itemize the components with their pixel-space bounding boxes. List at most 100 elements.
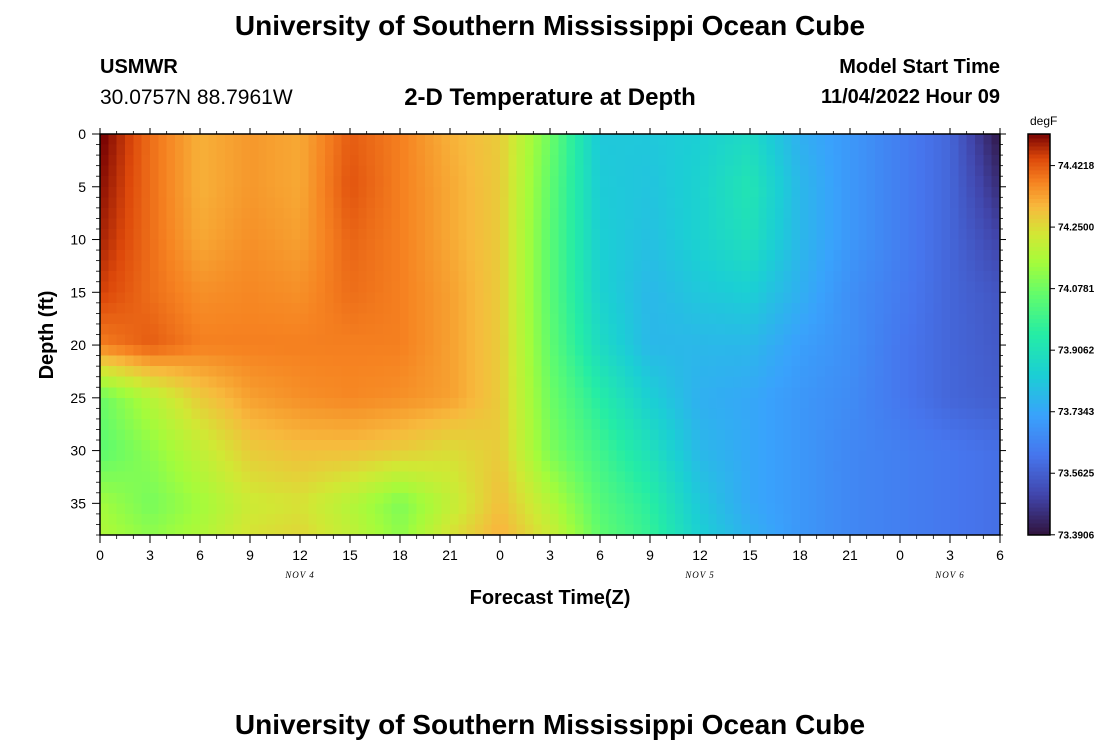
colorbar-swatch bbox=[1028, 414, 1050, 420]
heatmap-cell bbox=[958, 471, 968, 483]
heatmap-cell bbox=[891, 429, 901, 441]
heatmap-cell bbox=[858, 250, 868, 262]
heatmap-cell bbox=[708, 197, 718, 209]
heatmap-cell bbox=[725, 450, 734, 462]
heatmap-cell bbox=[333, 197, 343, 209]
heatmap-cell bbox=[850, 134, 859, 146]
heatmap-cell bbox=[633, 429, 643, 441]
heatmap-cell bbox=[200, 281, 209, 293]
heatmap-cell bbox=[150, 334, 159, 346]
heatmap-cell bbox=[458, 345, 468, 357]
heatmap-cell bbox=[625, 408, 634, 420]
heatmap-cell bbox=[550, 524, 559, 536]
heatmap-cell bbox=[675, 197, 684, 209]
heatmap-cell bbox=[841, 429, 851, 441]
heatmap-cell bbox=[491, 281, 501, 293]
heatmap-cell bbox=[500, 218, 509, 230]
heatmap-cell bbox=[358, 165, 368, 177]
heatmap-cell bbox=[716, 397, 726, 409]
heatmap-cell bbox=[183, 397, 193, 409]
heatmap-cell bbox=[400, 144, 409, 156]
heatmap-cell bbox=[233, 418, 243, 431]
heatmap-cell bbox=[375, 271, 384, 283]
heatmap-cell bbox=[858, 397, 868, 409]
heatmap-cell bbox=[125, 503, 134, 515]
heatmap-cell bbox=[416, 228, 426, 241]
heatmap-cell bbox=[950, 366, 959, 378]
heatmap-cell bbox=[933, 366, 943, 378]
heatmap-cell bbox=[858, 355, 868, 367]
heatmap-cell bbox=[458, 260, 468, 272]
heatmap-cell bbox=[725, 228, 734, 241]
heatmap-cell bbox=[633, 408, 643, 420]
heatmap-cell bbox=[358, 155, 368, 167]
heatmap-cell bbox=[350, 207, 359, 220]
heatmap-cell bbox=[300, 418, 309, 431]
heatmap-cell bbox=[333, 366, 343, 378]
heatmap-cell bbox=[316, 376, 326, 388]
heatmap-cell bbox=[341, 524, 351, 536]
heatmap-cell bbox=[541, 260, 551, 272]
heatmap-cell bbox=[116, 482, 126, 494]
heatmap-cell bbox=[516, 355, 526, 367]
heatmap-cell bbox=[258, 186, 268, 198]
heatmap-cell bbox=[966, 302, 976, 314]
y-tick-label: 0 bbox=[78, 126, 86, 142]
heatmap-cell bbox=[366, 397, 376, 409]
heatmap-cell bbox=[875, 376, 884, 388]
heatmap-cell bbox=[525, 345, 534, 357]
heatmap-cell bbox=[583, 482, 593, 494]
heatmap-cell bbox=[241, 271, 251, 283]
heatmap-cell bbox=[616, 250, 626, 262]
heatmap-cell bbox=[200, 355, 209, 367]
heatmap-cell bbox=[316, 271, 326, 283]
heatmap-cell bbox=[658, 250, 668, 262]
heatmap-cell bbox=[616, 397, 626, 409]
heatmap-cell bbox=[525, 302, 534, 314]
heatmap-cell bbox=[566, 482, 576, 494]
heatmap-cell bbox=[516, 492, 526, 504]
heatmap-cell bbox=[183, 482, 193, 494]
heatmap-cell bbox=[466, 429, 476, 441]
heatmap-cell bbox=[141, 165, 151, 177]
heatmap-cell bbox=[591, 186, 601, 198]
heatmap-cell bbox=[841, 345, 851, 357]
heatmap-cell bbox=[308, 302, 318, 314]
heatmap-cell bbox=[108, 239, 118, 251]
heatmap-cell bbox=[250, 366, 259, 378]
heatmap-cell bbox=[616, 387, 626, 399]
heatmap-cell bbox=[450, 260, 459, 272]
heatmap-cell bbox=[516, 366, 526, 378]
heatmap-cell bbox=[341, 186, 351, 198]
heatmap-cell bbox=[666, 461, 676, 473]
heatmap-cell bbox=[691, 366, 701, 378]
heatmap-cell bbox=[808, 429, 818, 441]
heatmap-cell bbox=[125, 334, 134, 346]
heatmap-cell bbox=[250, 418, 259, 431]
heatmap-cell bbox=[700, 503, 709, 515]
heatmap-cell bbox=[858, 313, 868, 325]
heatmap-cell bbox=[883, 186, 893, 198]
colorbar-swatch bbox=[1028, 346, 1050, 352]
colorbar-swatch bbox=[1028, 262, 1050, 267]
heatmap-cell bbox=[108, 366, 118, 378]
heatmap-cell bbox=[841, 260, 851, 272]
heatmap-cell bbox=[741, 260, 751, 272]
heatmap-cell bbox=[766, 250, 776, 262]
heatmap-cell bbox=[275, 155, 284, 167]
heatmap-cell bbox=[733, 440, 743, 452]
heatmap-cell bbox=[791, 366, 801, 378]
heatmap-cell bbox=[700, 513, 709, 526]
heatmap-cell bbox=[850, 418, 859, 431]
heatmap-cell bbox=[650, 260, 659, 272]
heatmap-cell bbox=[800, 387, 809, 399]
heatmap-cell bbox=[966, 165, 976, 177]
heatmap-cell bbox=[650, 355, 659, 367]
heatmap-cell bbox=[116, 376, 126, 388]
heatmap-cell bbox=[258, 440, 268, 452]
heatmap-cell bbox=[825, 228, 834, 241]
heatmap-cell bbox=[258, 471, 268, 483]
heatmap-cell bbox=[908, 355, 918, 367]
heatmap-cell bbox=[400, 387, 409, 399]
heatmap-cell bbox=[175, 207, 184, 220]
